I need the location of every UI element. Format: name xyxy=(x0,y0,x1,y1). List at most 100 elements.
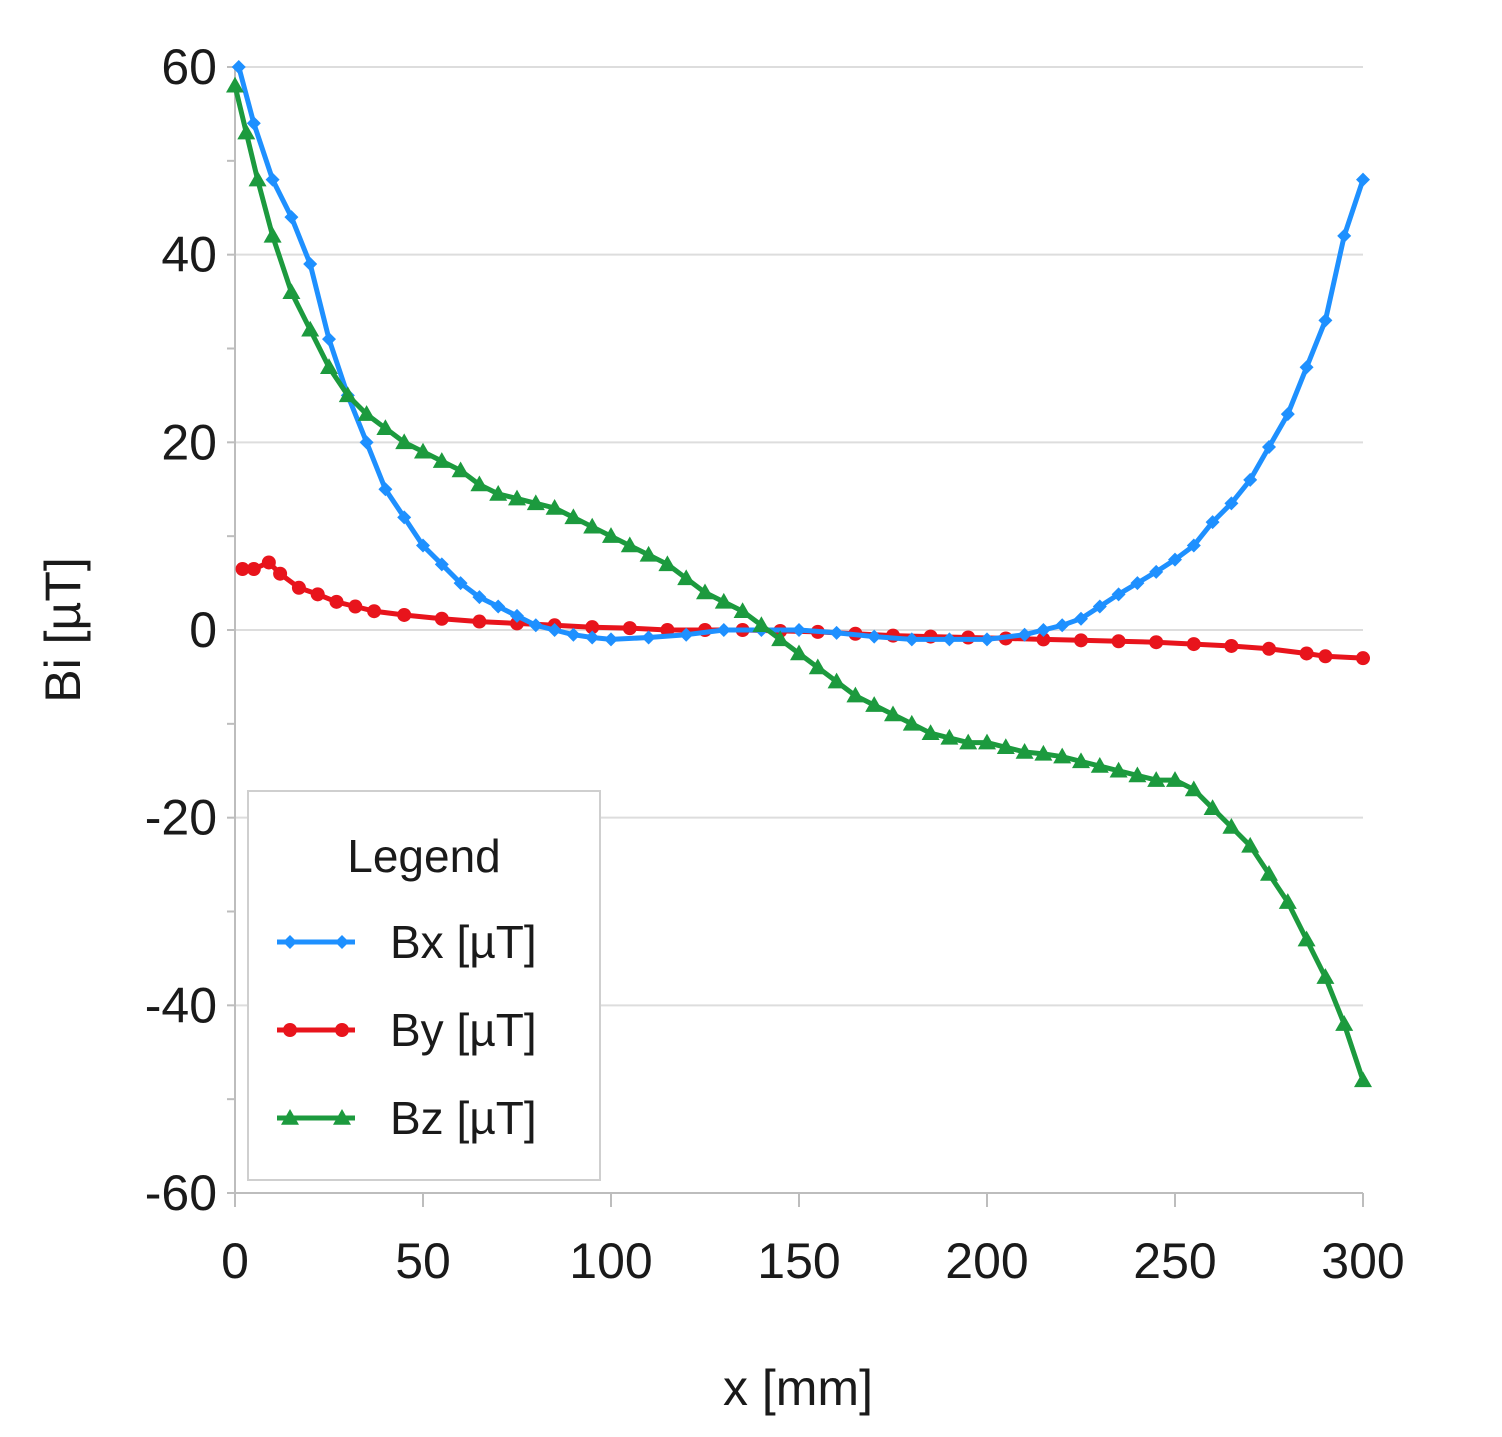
legend-marker-bx xyxy=(283,935,297,949)
data-point-bz xyxy=(808,658,827,675)
data-point-bx xyxy=(1262,440,1276,455)
x-tick-label: 250 xyxy=(1133,1233,1216,1289)
data-point-bz xyxy=(1222,818,1241,834)
data-point-bz xyxy=(583,517,602,534)
data-point-bx xyxy=(904,632,919,647)
data-point-bz xyxy=(602,527,620,543)
data-point-by xyxy=(273,566,288,581)
data-point-by xyxy=(472,614,487,629)
data-point-by xyxy=(367,604,382,619)
data-point-by xyxy=(1356,651,1370,666)
x-tick-label: 300 xyxy=(1321,1233,1404,1289)
legend-box xyxy=(247,790,601,1181)
data-point-bz xyxy=(1203,799,1222,816)
data-point-bx xyxy=(359,435,374,450)
data-point-bz xyxy=(508,489,526,506)
data-point-bx xyxy=(1111,587,1126,602)
data-point-bz xyxy=(489,484,508,501)
data-point-bz xyxy=(1034,744,1053,761)
data-point-bz xyxy=(226,76,244,93)
legend-title: Legend xyxy=(347,830,501,882)
data-point-bz xyxy=(564,508,583,525)
data-point-bx xyxy=(1036,623,1051,637)
legend-marker-bz xyxy=(281,1109,299,1125)
data-point-bx xyxy=(1149,564,1164,579)
data-point-bx xyxy=(547,623,562,637)
data-point-bz xyxy=(1297,930,1316,947)
data-point-bx xyxy=(1243,472,1258,487)
data-point-by xyxy=(348,599,363,614)
x-tick-label: 150 xyxy=(757,1233,840,1289)
data-point-bx xyxy=(1337,228,1352,243)
data-point-bz xyxy=(414,442,432,459)
data-point-bz xyxy=(301,320,320,337)
data-point-bx xyxy=(453,576,468,591)
data-point-by xyxy=(1299,646,1314,661)
data-point-bx xyxy=(1224,496,1239,511)
data-point-by xyxy=(261,555,276,570)
data-point-bx xyxy=(980,632,994,647)
data-point-bz xyxy=(790,644,808,661)
data-point-bz xyxy=(263,226,282,243)
legend-label-by: By [µT] xyxy=(390,1004,537,1056)
data-point-bx xyxy=(528,618,543,633)
data-point-by xyxy=(1036,632,1051,647)
data-point-bx xyxy=(434,557,449,572)
data-point-bx xyxy=(829,625,844,640)
y-tick-label: 60 xyxy=(161,39,217,95)
data-point-bz xyxy=(376,419,395,436)
data-point-by xyxy=(291,580,306,595)
data-point-bx xyxy=(679,627,694,642)
series-bz xyxy=(226,76,1372,1088)
data-point-bz xyxy=(1241,836,1260,853)
legend-marker-bx xyxy=(335,935,349,949)
data-point-bz xyxy=(1072,752,1090,769)
legend-marker-by xyxy=(335,1023,349,1037)
data-point-bz xyxy=(1090,757,1109,773)
data-point-by xyxy=(1149,635,1164,650)
data-point-by xyxy=(434,611,449,626)
y-tick-label: -60 xyxy=(145,1165,217,1221)
data-point-bx xyxy=(416,538,430,553)
y-axis-title: Bi [µT] xyxy=(35,557,91,702)
data-point-by xyxy=(1224,638,1239,653)
data-point-bx xyxy=(510,608,524,623)
legend-label-bz: Bz [µT] xyxy=(390,1092,537,1144)
y-tick-label: 0 xyxy=(189,602,217,658)
legend-entry-bx: Bx [µT] xyxy=(277,916,537,968)
y-tick-label: -20 xyxy=(145,790,217,846)
data-point-by xyxy=(329,594,344,609)
data-point-bx xyxy=(1318,313,1333,328)
data-point-bx xyxy=(265,172,280,187)
data-point-bz xyxy=(545,499,564,515)
data-point-by xyxy=(246,562,261,577)
data-point-by xyxy=(1318,649,1333,664)
data-point-by xyxy=(1186,637,1201,652)
data-point-bx xyxy=(1186,538,1201,553)
data-point-bx xyxy=(231,60,246,74)
x-tick-label: 100 xyxy=(569,1233,652,1289)
data-point-bz xyxy=(1053,747,1072,764)
data-point-bz xyxy=(1166,771,1184,787)
data-point-bz xyxy=(714,592,733,609)
data-point-by xyxy=(1074,633,1088,648)
data-point-bx xyxy=(1017,627,1032,642)
data-point-bx xyxy=(1130,576,1145,591)
data-point-bx xyxy=(566,627,581,642)
data-point-bx xyxy=(1055,618,1070,633)
legend-label-bx: Bx [µT] xyxy=(390,916,537,968)
data-point-bz xyxy=(620,536,639,553)
y-tick-label: 20 xyxy=(161,414,217,470)
series-line-bx xyxy=(236,64,1366,642)
y-tick-label: 40 xyxy=(161,227,217,283)
legend-marker-by xyxy=(283,1023,297,1037)
data-point-bz xyxy=(940,728,959,745)
data-point-bz xyxy=(978,733,996,750)
data-point-bz xyxy=(677,569,696,586)
data-point-bz xyxy=(1316,968,1335,984)
data-point-bz xyxy=(451,461,470,478)
data-point-bz xyxy=(959,733,978,750)
